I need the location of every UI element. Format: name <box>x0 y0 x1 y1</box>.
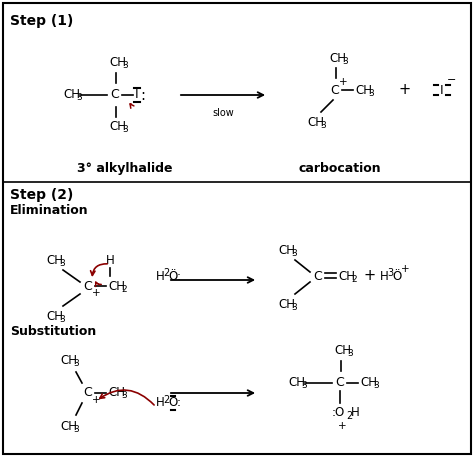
Text: CH: CH <box>307 116 324 128</box>
Text: H: H <box>156 397 165 409</box>
Text: 3: 3 <box>122 126 128 134</box>
Text: Elimination: Elimination <box>10 204 89 217</box>
Text: 3: 3 <box>76 94 82 102</box>
Text: +: + <box>399 83 411 97</box>
Text: H: H <box>380 270 389 282</box>
Text: 3: 3 <box>320 121 326 129</box>
Text: 3: 3 <box>59 259 65 267</box>
Text: CH: CH <box>355 84 372 96</box>
FancyArrowPatch shape <box>130 104 134 108</box>
Text: 3: 3 <box>121 392 127 400</box>
Text: CH: CH <box>288 377 305 389</box>
Text: 3: 3 <box>122 62 128 70</box>
Text: Substitution: Substitution <box>10 325 96 338</box>
Text: :: : <box>140 87 146 102</box>
Text: I: I <box>135 89 139 101</box>
FancyArrowPatch shape <box>96 282 101 287</box>
Text: O:: O: <box>168 397 181 409</box>
Text: +: + <box>91 288 100 298</box>
Text: C: C <box>314 270 322 282</box>
Text: CH: CH <box>108 387 125 399</box>
Text: CH: CH <box>278 244 295 256</box>
Text: 2: 2 <box>163 268 169 278</box>
Text: CH: CH <box>360 377 377 389</box>
Text: 3: 3 <box>73 425 79 435</box>
Text: C: C <box>336 377 345 389</box>
Text: 2: 2 <box>163 395 169 405</box>
Text: C: C <box>331 84 339 96</box>
Text: H: H <box>106 254 114 266</box>
Text: Ö:: Ö: <box>168 270 181 282</box>
Text: I: I <box>440 84 444 96</box>
Text: H: H <box>156 270 165 282</box>
FancyArrowPatch shape <box>100 390 154 405</box>
Text: :O: :O <box>332 406 345 420</box>
Text: C: C <box>83 387 92 399</box>
Text: 3: 3 <box>342 57 348 65</box>
Text: CH: CH <box>108 280 125 292</box>
Text: 3: 3 <box>291 249 297 257</box>
Text: C: C <box>83 280 92 292</box>
Text: 2: 2 <box>346 411 352 421</box>
Text: CH: CH <box>334 345 351 357</box>
Text: 3: 3 <box>347 350 353 358</box>
Text: 3: 3 <box>368 89 374 97</box>
Text: slow: slow <box>212 108 234 118</box>
Text: Step (2): Step (2) <box>10 188 73 202</box>
Text: 3: 3 <box>291 303 297 312</box>
Text: 3: 3 <box>387 268 393 278</box>
Text: 2: 2 <box>121 285 127 293</box>
Text: CH: CH <box>338 270 355 282</box>
Text: CH: CH <box>63 89 80 101</box>
Text: CH: CH <box>109 57 126 69</box>
Text: +: + <box>364 269 376 283</box>
Text: CH: CH <box>109 121 126 133</box>
Text: Ö: Ö <box>392 270 401 282</box>
Text: CH: CH <box>46 309 63 323</box>
Text: Step (1): Step (1) <box>10 14 73 28</box>
Text: −: − <box>447 75 456 85</box>
Text: CH: CH <box>329 52 346 64</box>
Text: +: + <box>337 421 346 431</box>
Text: 3: 3 <box>301 382 307 390</box>
Text: CH: CH <box>60 420 77 434</box>
Text: 2: 2 <box>351 275 356 283</box>
Text: 3: 3 <box>373 382 379 390</box>
Text: C: C <box>110 89 119 101</box>
Text: +: + <box>339 77 347 87</box>
Text: CH: CH <box>60 355 77 367</box>
FancyArrowPatch shape <box>91 264 107 276</box>
Text: H: H <box>351 406 360 420</box>
Text: CH: CH <box>278 298 295 310</box>
Text: 3: 3 <box>73 360 79 368</box>
Text: 3° alkylhalide: 3° alkylhalide <box>77 162 173 175</box>
Text: +: + <box>401 264 410 274</box>
Text: CH: CH <box>46 254 63 266</box>
Text: 3: 3 <box>59 314 65 324</box>
Text: +: + <box>91 395 100 405</box>
Text: carbocation: carbocation <box>299 162 381 175</box>
